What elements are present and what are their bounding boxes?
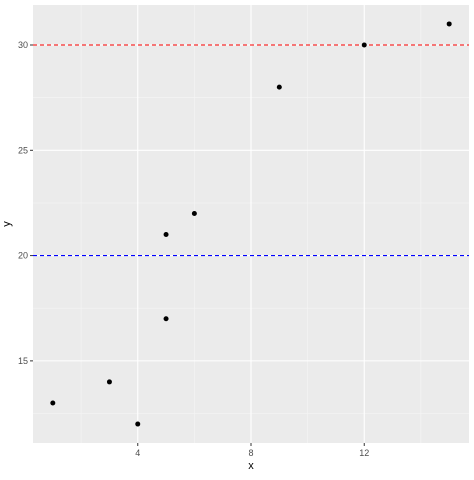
x-axis-ticks: 4 8 12 (135, 443, 369, 458)
data-point (135, 421, 141, 427)
data-point (106, 379, 112, 385)
data-point (50, 400, 56, 406)
y-tick-label: 20 (18, 251, 28, 261)
x-tick-label: 8 (248, 448, 253, 458)
x-axis-title: x (248, 460, 254, 472)
data-point (446, 21, 452, 27)
data-point (163, 316, 169, 322)
x-tick-label: 4 (135, 448, 140, 458)
data-point (361, 42, 367, 48)
reference-lines (33, 44, 469, 257)
data-point (163, 232, 169, 238)
x-tick-label: 12 (359, 448, 369, 458)
data-points (50, 21, 452, 427)
y-tick-label: 15 (18, 356, 28, 366)
y-axis-ticks: 15 20 25 30 (18, 40, 33, 366)
y-axis-title: y (1, 221, 13, 227)
data-point (191, 210, 197, 216)
data-point (276, 84, 282, 90)
y-tick-label: 25 (18, 145, 28, 155)
y-tick-label: 30 (18, 40, 28, 50)
